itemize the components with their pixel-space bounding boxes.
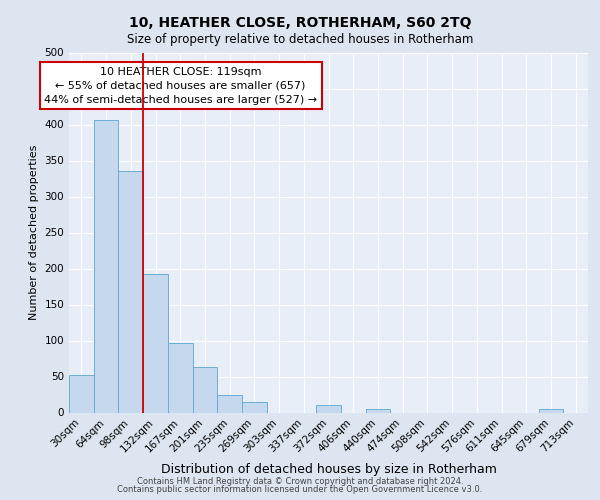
Text: Size of property relative to detached houses in Rotherham: Size of property relative to detached ho… bbox=[127, 34, 473, 46]
Bar bbox=[365, 409, 390, 412]
Bar bbox=[316, 406, 341, 412]
Text: 10, HEATHER CLOSE, ROTHERHAM, S60 2TQ: 10, HEATHER CLOSE, ROTHERHAM, S60 2TQ bbox=[129, 16, 471, 30]
Text: 10 HEATHER CLOSE: 119sqm
← 55% of detached houses are smaller (657)
44% of semi-: 10 HEATHER CLOSE: 119sqm ← 55% of detach… bbox=[44, 67, 317, 105]
Y-axis label: Number of detached properties: Number of detached properties bbox=[29, 145, 39, 320]
Bar bbox=[168, 342, 193, 412]
Text: Contains HM Land Registry data © Crown copyright and database right 2024.: Contains HM Land Registry data © Crown c… bbox=[137, 477, 463, 486]
X-axis label: Distribution of detached houses by size in Rotherham: Distribution of detached houses by size … bbox=[161, 462, 496, 475]
Bar bbox=[69, 375, 94, 412]
Bar bbox=[193, 367, 217, 412]
Bar bbox=[539, 409, 563, 412]
Bar bbox=[143, 274, 168, 412]
Bar bbox=[217, 394, 242, 412]
Bar bbox=[118, 172, 143, 412]
Bar bbox=[242, 402, 267, 412]
Bar bbox=[94, 120, 118, 412]
Text: Contains public sector information licensed under the Open Government Licence v3: Contains public sector information licen… bbox=[118, 485, 482, 494]
